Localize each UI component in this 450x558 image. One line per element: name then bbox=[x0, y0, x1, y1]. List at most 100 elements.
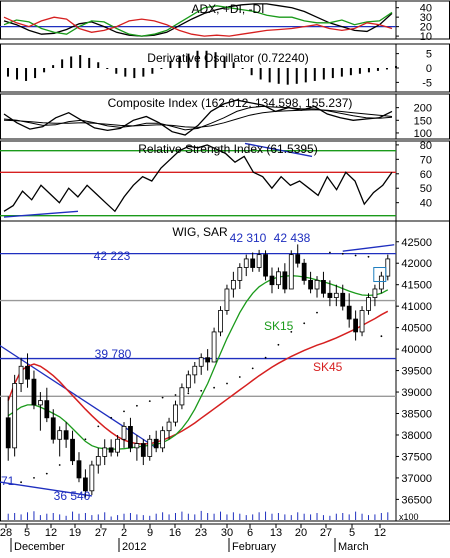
x-tick-label: 28 bbox=[0, 527, 12, 539]
candle-up bbox=[237, 267, 243, 281]
y-tick-label: 80 bbox=[420, 140, 432, 152]
y-tick-label: 38000 bbox=[401, 430, 432, 442]
month-label: 2012 bbox=[122, 541, 146, 553]
oscillator-bar bbox=[133, 68, 136, 79]
price-trendline bbox=[342, 244, 395, 252]
x-tick-label: 9 bbox=[147, 527, 153, 539]
level-label: 42 310 bbox=[230, 231, 267, 245]
candle-down bbox=[76, 460, 82, 479]
sar-dot bbox=[341, 252, 344, 255]
candle-up bbox=[192, 365, 198, 376]
candle-down bbox=[250, 258, 256, 268]
y-tick-label: 41500 bbox=[401, 280, 432, 292]
candle-up bbox=[385, 258, 391, 277]
y-tick-label: 0 bbox=[426, 63, 432, 75]
oscillator-bar bbox=[43, 68, 46, 73]
oscillator-bar bbox=[259, 68, 262, 80]
oscillator-bar bbox=[160, 68, 163, 69]
y-tick-label: 41000 bbox=[401, 301, 432, 313]
series-line-composite bbox=[3, 99, 393, 136]
x-tick-label: 5 bbox=[24, 527, 30, 539]
sar-dot bbox=[367, 255, 370, 258]
candle-down bbox=[25, 365, 30, 380]
level-label: 36 540 bbox=[54, 489, 91, 503]
y-tick-label: 40 bbox=[420, 3, 432, 15]
series-line-plus_di bbox=[3, 5, 393, 37]
sar-dot bbox=[187, 392, 190, 395]
candle-up bbox=[18, 365, 24, 384]
sar-dot bbox=[354, 254, 357, 257]
candle-up bbox=[288, 254, 294, 290]
candle-down bbox=[153, 438, 159, 449]
sar-dot bbox=[148, 400, 151, 402]
rsi-trendline-low bbox=[3, 210, 79, 218]
oscillator-bar bbox=[70, 56, 73, 68]
oscillator-bar bbox=[124, 68, 127, 77]
candle-up bbox=[102, 447, 108, 457]
oscillator-bar bbox=[214, 52, 217, 68]
y-tick-label: 39000 bbox=[401, 387, 432, 399]
sar-dot bbox=[303, 322, 306, 325]
series-line-minus_di bbox=[3, 16, 393, 37]
sar-dot bbox=[84, 438, 87, 441]
moving-average-sk45 bbox=[7, 310, 389, 445]
oscillator-bar bbox=[340, 68, 343, 77]
x-tick-label: 30 bbox=[221, 527, 233, 539]
y-tick-label: 37000 bbox=[401, 473, 432, 485]
oscillator-bar bbox=[97, 62, 100, 68]
candle-down bbox=[346, 305, 352, 320]
sar-dot bbox=[161, 396, 164, 399]
candle-down bbox=[321, 279, 326, 294]
unit-label: x100 bbox=[399, 512, 419, 522]
oscillator-bar bbox=[395, 65, 397, 68]
candle-down bbox=[269, 275, 275, 286]
candle-up bbox=[359, 310, 365, 333]
panel-title: WIG, SAR bbox=[172, 225, 228, 239]
sar-dot bbox=[277, 343, 280, 346]
panel-title: ADX, +DI, -DI bbox=[191, 2, 264, 16]
candle-down bbox=[140, 443, 146, 457]
candle-down bbox=[5, 417, 11, 449]
sar-dot bbox=[174, 394, 177, 396]
y-tick-label: 5 bbox=[426, 49, 432, 61]
oscillator-bar bbox=[79, 55, 82, 68]
oscillator-bar bbox=[358, 68, 361, 74]
oscillator-bar bbox=[223, 56, 226, 68]
sar-dot bbox=[226, 382, 228, 385]
candle-up bbox=[378, 275, 384, 290]
candle-up bbox=[173, 404, 178, 423]
price-trendline bbox=[0, 481, 92, 497]
series-line-rsi bbox=[3, 144, 393, 213]
candle-down bbox=[327, 292, 333, 298]
candle-up bbox=[366, 297, 371, 311]
candle-up bbox=[57, 430, 63, 440]
sar-dot bbox=[110, 416, 113, 419]
y-tick-label: 40500 bbox=[401, 323, 432, 335]
oscillator-bar bbox=[88, 57, 91, 68]
month-label: March bbox=[338, 541, 369, 553]
x-tick-label: 19 bbox=[69, 527, 81, 539]
oscillator-bar bbox=[34, 68, 37, 79]
candle-down bbox=[70, 438, 75, 462]
y-tick-label: -5 bbox=[422, 77, 432, 89]
candle-up bbox=[147, 438, 153, 457]
y-tick-label: 10 bbox=[420, 31, 432, 43]
candle-down bbox=[340, 292, 346, 307]
y-tick-label: 200 bbox=[414, 103, 432, 115]
x-tick-label: 6 bbox=[247, 527, 253, 539]
oscillator-bar bbox=[151, 68, 154, 74]
candle-up bbox=[256, 254, 262, 268]
candle-up bbox=[333, 292, 339, 298]
sar-dot bbox=[58, 464, 61, 466]
sar-dot bbox=[20, 481, 22, 484]
oscillator-bar bbox=[52, 65, 55, 68]
candle-down bbox=[295, 254, 301, 264]
candle-up bbox=[243, 258, 249, 268]
candle-down bbox=[31, 378, 37, 406]
sk15-label: SK15 bbox=[264, 319, 294, 333]
sar-dot bbox=[251, 367, 254, 370]
oscillator-bar bbox=[331, 68, 334, 79]
candle-up bbox=[211, 331, 217, 363]
candle-up bbox=[115, 438, 120, 453]
